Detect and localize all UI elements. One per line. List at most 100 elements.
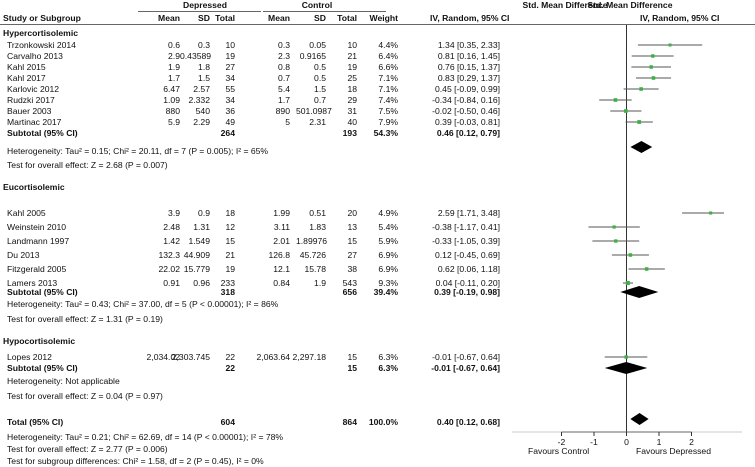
smd-ci: -0.38 [-1.17, 0.41] (432, 222, 500, 232)
control-mean: 1.99 (273, 208, 290, 218)
smd-ci: -0.34 [-0.84, 0.16] (432, 95, 500, 105)
weight: 7.1% (378, 84, 398, 94)
summary-diamond (630, 413, 649, 425)
depressed-mean: 0.6 (168, 40, 180, 50)
smd-ci: 0.45 [-0.09, 0.99] (435, 84, 500, 94)
study-name: Fitzgerald 2005 (7, 264, 67, 274)
control-mean: 2.3 (278, 51, 290, 61)
summary-diamond (630, 141, 653, 153)
control-total: 864 (342, 417, 357, 427)
study-marker (625, 280, 630, 286)
total-label: Total (95% CI) (7, 417, 64, 427)
study-name: Bauer 2003 (7, 106, 52, 116)
x-tick-label: 1 (657, 437, 662, 447)
control-total: 29 (347, 95, 357, 105)
control-mean: 2,063.64 (256, 352, 290, 362)
depressed-mean: 3.9 (168, 208, 180, 218)
control-sd: 1.89976 (296, 236, 328, 246)
smd-ci: 0.04 [-0.11, 0.20] (435, 278, 500, 288)
control-sd: 45.726 (299, 250, 326, 260)
smd-ci: -0.01 [-0.67, 0.64] (432, 352, 500, 362)
depressed-mean: 2.48 (163, 222, 180, 232)
study-name: Rudzki 2017 (7, 95, 55, 105)
subtotal-label: Subtotal (95% CI) (7, 287, 78, 297)
control-total: 15 (347, 363, 357, 373)
control-total: 31 (347, 106, 357, 116)
favours-control-label: Favours Control (528, 446, 590, 456)
depressed-mean: 132.3 (158, 250, 180, 260)
study-marker (668, 43, 672, 47)
weight: 6.3% (378, 363, 398, 373)
overall-effect-text: Test for overall effect: Z = 0.04 (P = 0… (7, 391, 163, 401)
weight: 7.1% (378, 73, 398, 83)
depressed-mean: 22.02 (158, 264, 180, 274)
depressed-sd: 1.549 (188, 236, 210, 246)
control-mean: 0.84 (273, 278, 290, 288)
weight: 7.5% (378, 106, 398, 116)
depressed-mean: 1.42 (163, 236, 180, 246)
smd-ci: 0.40 [0.12, 0.68] (436, 417, 500, 427)
weight: 100.0% (368, 417, 398, 427)
control-sd: 1.9 (314, 278, 326, 288)
study-marker (624, 109, 628, 113)
control-sd: 2.31 (309, 117, 326, 127)
weight: 7.4% (378, 95, 398, 105)
subgroup-title: Eucortisolemic (3, 182, 65, 192)
control-sd: 0.5 (314, 73, 326, 83)
smd-header: Std. Mean Difference (522, 0, 608, 10)
sd-column-header: SD (198, 13, 210, 23)
study-marker (624, 355, 628, 359)
control-total: 15 (347, 236, 357, 246)
depressed-total: 264 (220, 128, 235, 138)
control-mean: 1.7 (278, 95, 290, 105)
depressed-sd: 2.57 (193, 84, 210, 94)
study-marker (612, 225, 616, 229)
x-tick-label: 0 (624, 437, 629, 447)
smd-ci: -0.01 [-0.67, 0.64] (431, 363, 500, 373)
mean-column-header: Mean (158, 13, 180, 23)
study-name: Landmann 1997 (7, 236, 70, 246)
study-marker (649, 65, 653, 69)
heterogeneity-text: Heterogeneity: Tau² = 0.43; Chi² = 37.00… (7, 299, 279, 309)
control-total: 15 (347, 352, 357, 362)
study-name: Weinstein 2010 (7, 222, 67, 232)
control-sd: 501.0987 (296, 106, 332, 116)
depressed-sd: 540 (195, 106, 210, 116)
study-name: Karlovic 2012 (7, 84, 60, 94)
depressed-total: 18 (225, 208, 235, 218)
weight: 39.4% (373, 287, 398, 297)
smd-ci: 0.83 [0.29, 1.37] (437, 73, 500, 83)
depressed-total: 21 (225, 250, 235, 260)
plot-method-header: IV, Random, 95% CI (640, 13, 720, 23)
weight: 9.3% (378, 278, 398, 288)
control-group-header: Control (301, 0, 333, 10)
weight: 4.9% (378, 208, 398, 218)
control-mean: 0.3 (278, 40, 290, 50)
control-mean: 12.1 (273, 264, 290, 274)
control-total: 10 (347, 40, 357, 50)
depressed-total: 22 (225, 363, 235, 373)
study-name: Kahl 2015 (7, 62, 46, 72)
control-sd: 15.78 (304, 264, 326, 274)
depressed-group-header: Depressed (183, 0, 227, 10)
favours-depressed-label: Favours Depressed (636, 446, 711, 456)
overall-effect-text: Test for overall effect: Z = 1.31 (P = 0… (7, 314, 163, 324)
study-name: Trzonkowski 2014 (7, 40, 76, 50)
study-column-header: Study or Subgroup (3, 13, 81, 23)
weight: 5.9% (378, 236, 398, 246)
study-name: Martinac 2017 (7, 117, 62, 127)
depressed-sd: 2.29 (193, 117, 210, 127)
heterogeneity-text: Heterogeneity: Not applicable (7, 376, 120, 386)
weight: 54.3% (373, 128, 398, 138)
depressed-header-rule (138, 11, 261, 12)
weight: 6.6% (378, 62, 398, 72)
weight: 5.4% (378, 222, 398, 232)
depressed-sd: 1.5 (198, 73, 210, 83)
summary-diamond (620, 286, 659, 298)
depressed-total: 34 (225, 73, 235, 83)
x-tick-label: -1 (590, 437, 598, 447)
control-total: 543 (342, 278, 357, 288)
depressed-total: 36 (225, 106, 235, 116)
control-mean: 0.7 (278, 73, 290, 83)
depressed-total: 10 (225, 40, 235, 50)
